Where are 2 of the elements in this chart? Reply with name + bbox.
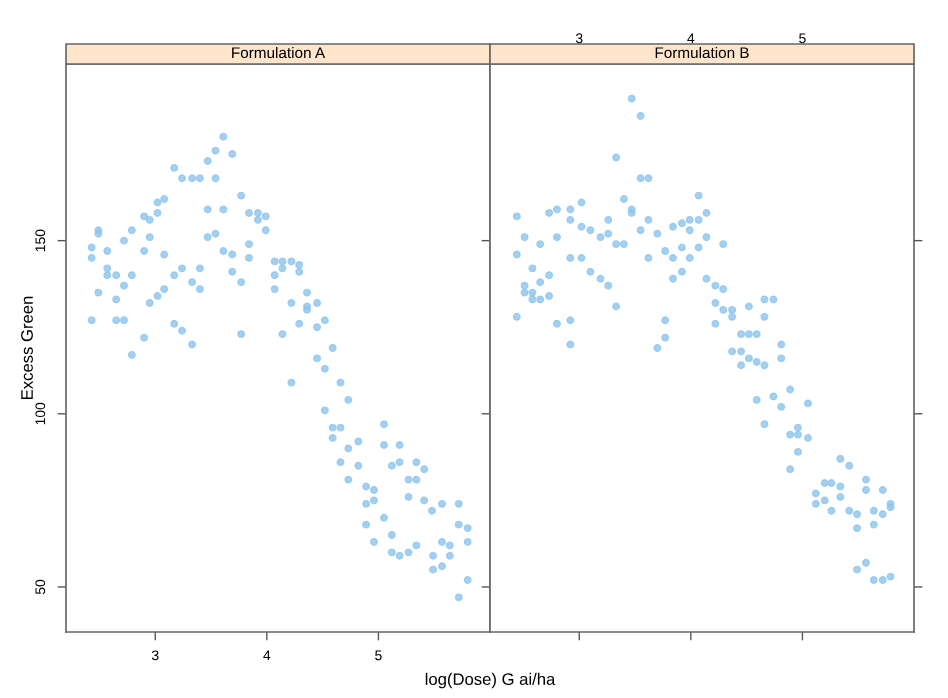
x-axis-title: log(Dose) G ai/ha: [425, 672, 556, 689]
y-axis-title: Excess Green: [21, 296, 33, 399]
